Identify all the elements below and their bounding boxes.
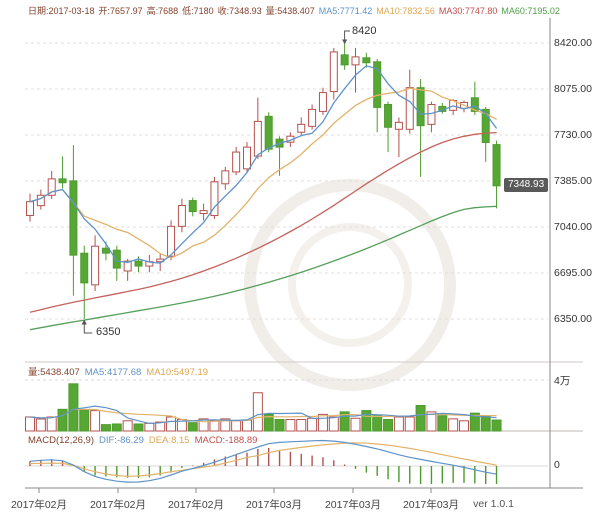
price-axis-label: 8420.00: [554, 37, 592, 49]
volume-axis-label: 4万: [554, 375, 571, 387]
price-axis-label: 7040.00: [554, 221, 592, 233]
header-close: 收:7348.93: [217, 6, 262, 16]
price-axis-label: 7385.00: [554, 175, 592, 187]
header-low: 低:7180: [182, 6, 214, 16]
x-axis-label: 2017年02月: [10, 499, 68, 511]
volume-ma5: MA5:4177.68: [84, 367, 142, 378]
ohlc-header: 日期:2017-03-18 开:7657.97 高:7688 低:7180 收:7348…: [28, 4, 564, 17]
header-volume: 量:5438.407: [265, 6, 315, 16]
price-axis-label: 8075.00: [554, 83, 592, 95]
x-axis-label: 2017年02月: [167, 499, 225, 511]
header-high: 高:7688: [146, 6, 179, 16]
price-axis-label: 6350.00: [554, 313, 592, 325]
header-ma5: MA5:7771.42: [318, 6, 373, 16]
last-price-badge: 7348.93: [504, 178, 549, 192]
x-axis-label: 2017年03月: [245, 499, 303, 511]
low-annotation-label: 6350: [96, 326, 121, 338]
high-annotation-label: 8420: [352, 25, 377, 37]
header-ma60: MA60:7195.02: [501, 6, 560, 16]
volume-value: 量:5438.407: [28, 367, 80, 378]
header-open: 开:7657.97: [98, 6, 143, 16]
x-axis-label: 2017年03月: [324, 499, 382, 511]
header-date: 日期:2017-03-18: [28, 6, 95, 16]
price-axis-label: 7730.00: [554, 129, 592, 141]
macd-header: MACD(12,26,9) DIF:-86.29 DEA:8.15 MACD:-188…: [28, 435, 262, 446]
header-ma30: MA30:7747.80: [438, 6, 498, 16]
macd-dif: DIF:-86.29: [99, 435, 144, 446]
macd-title: MACD(12,26,9): [28, 435, 94, 446]
version-label: ver 1.0.1: [473, 498, 514, 510]
x-axis-label: 2017年02月: [89, 499, 147, 511]
price-axis-label: 6695.00: [554, 267, 592, 279]
macd-zero-label: 0: [554, 459, 560, 471]
macd-value: MACD:-188.89: [194, 435, 258, 446]
macd-dea: DEA:8.15: [148, 435, 190, 446]
x-axis-label: 2017年03月: [402, 499, 460, 511]
volume-ma10: MA10:5497.19: [146, 367, 209, 378]
header-ma10: MA10:7832.56: [376, 6, 435, 16]
volume-header: 量:5438.407 MA5:4177.68 MA10:5497.19: [28, 364, 213, 378]
